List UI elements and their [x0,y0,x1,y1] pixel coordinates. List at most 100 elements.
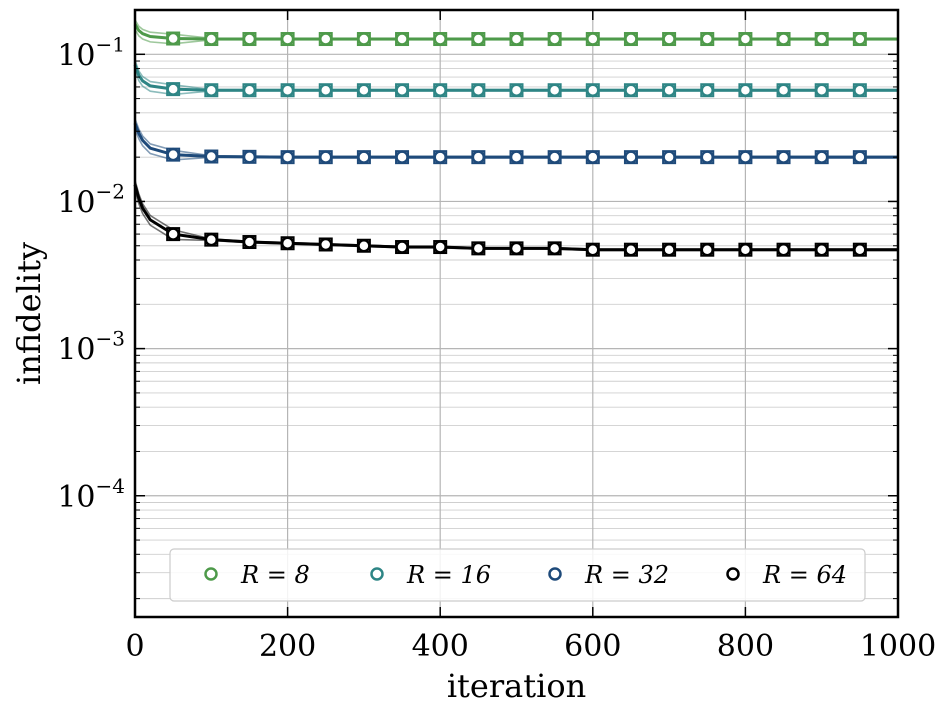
data-point [776,32,791,46]
data-point [242,150,257,164]
data-point [319,237,333,252]
ticks: 0 200 400 600 800 1000 10−1 10−2 10−3 10−4 [57,9,936,664]
legend-label: R = 16 [406,561,491,589]
data-point [547,32,562,46]
data-point [357,150,371,164]
data-point [433,83,447,97]
data-point [814,32,829,46]
data-point [853,32,867,46]
data-point [319,150,333,164]
legend-label: R = 32 [584,561,669,589]
data-point [471,83,486,97]
data-point [280,32,295,46]
data-point [166,147,180,162]
data-point [166,31,180,46]
data-point [242,32,257,46]
data-point [280,236,295,250]
data-point [395,150,409,164]
data-point [509,241,524,256]
data-point [357,83,371,97]
data-point [509,32,524,46]
data-point [433,240,447,254]
data-point [471,150,486,164]
data-point [204,32,219,46]
data-point [738,242,753,257]
data-point [624,150,638,164]
data-point [547,241,562,256]
data-point [700,150,714,164]
data-point [319,32,333,46]
data-point [662,83,676,97]
data-point [433,150,447,164]
data-point [319,83,333,97]
x-tick-label: 1000 [860,629,936,664]
data-point [776,150,791,164]
data-point [624,32,638,46]
data-point [166,82,180,96]
data-point [586,32,600,46]
grid [134,9,899,617]
data-point [586,150,600,164]
data-point [586,242,600,257]
data-point [853,242,867,257]
data-point [204,232,219,247]
series-1 [133,19,898,47]
y-axis-title: infidelity [10,242,48,385]
data-point [204,83,219,97]
data-point [776,83,791,97]
data-point [357,32,371,46]
data-point [624,83,638,97]
legend-marker [204,567,218,581]
legend-label: R = 64 [762,561,847,589]
data-point [280,150,295,164]
plot-frame [133,8,900,619]
series-3 [133,118,898,165]
data-point [776,242,791,257]
data-point [547,150,562,164]
data-point [700,83,714,97]
data-point [700,242,714,257]
y-tick-label: 10−2 [57,179,125,220]
x-tick-label: 200 [259,629,316,664]
data-point [509,83,524,97]
data-point [738,150,753,164]
x-axis-title: iteration [447,667,586,705]
series-4 [133,180,898,257]
data-point [853,83,867,97]
legend-marker [726,567,740,581]
data-point [814,83,829,97]
data-point [738,32,753,46]
data-point [204,149,219,164]
y-tick-label: 10−4 [57,474,125,515]
data-point [166,227,180,241]
y-tick-label: 10−1 [57,32,125,73]
series-2 [133,60,898,98]
x-tick-label: 0 [125,629,144,664]
data-point [547,83,562,97]
x-tick-label: 800 [717,629,774,664]
data-point [357,238,371,253]
data-point [662,32,676,46]
legend-marker [548,567,562,581]
y-tick-label: 10−3 [57,327,125,368]
data-point [280,83,295,97]
legend-marker [370,567,384,581]
legend-box [169,548,866,602]
data-point [586,83,600,97]
data-point [662,242,676,257]
data-point [395,32,409,46]
data-point [738,83,753,97]
data-point [509,150,524,164]
data-point [814,242,829,257]
legend: R = 8 R = 16 R = 32 R = 64 [169,548,866,602]
data-point [433,32,447,46]
data-point [242,83,257,97]
data-point [700,32,714,46]
x-tick-label: 400 [412,629,469,664]
data-point [662,150,676,164]
data-point [395,240,409,254]
series-layer [133,19,898,257]
data-point [624,242,638,257]
legend-label: R = 8 [240,561,310,589]
data-point [853,150,867,164]
